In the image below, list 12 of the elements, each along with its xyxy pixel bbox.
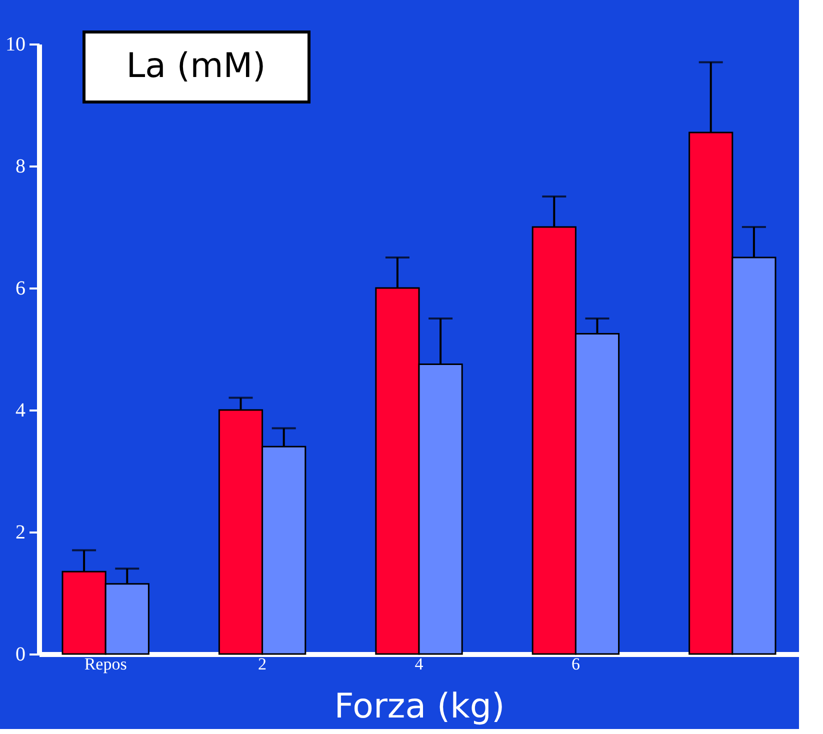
y-tick-label: 8 bbox=[16, 156, 26, 178]
y-tick-label: 4 bbox=[16, 400, 26, 422]
x-tick-label: 2 bbox=[258, 654, 267, 674]
y-tick-label: 0 bbox=[16, 644, 26, 666]
y-tick-label: 2 bbox=[16, 522, 26, 544]
y-tick-label: 10 bbox=[6, 34, 26, 56]
x-tick-label: 6 bbox=[571, 654, 580, 674]
x-tick-label: 4 bbox=[414, 654, 424, 674]
x-axis-title: Forza (kg) bbox=[334, 686, 505, 726]
chart-title: La (mM) bbox=[126, 46, 266, 86]
y-tick-label: 6 bbox=[16, 278, 26, 300]
x-tick-label: Repos bbox=[84, 654, 127, 674]
